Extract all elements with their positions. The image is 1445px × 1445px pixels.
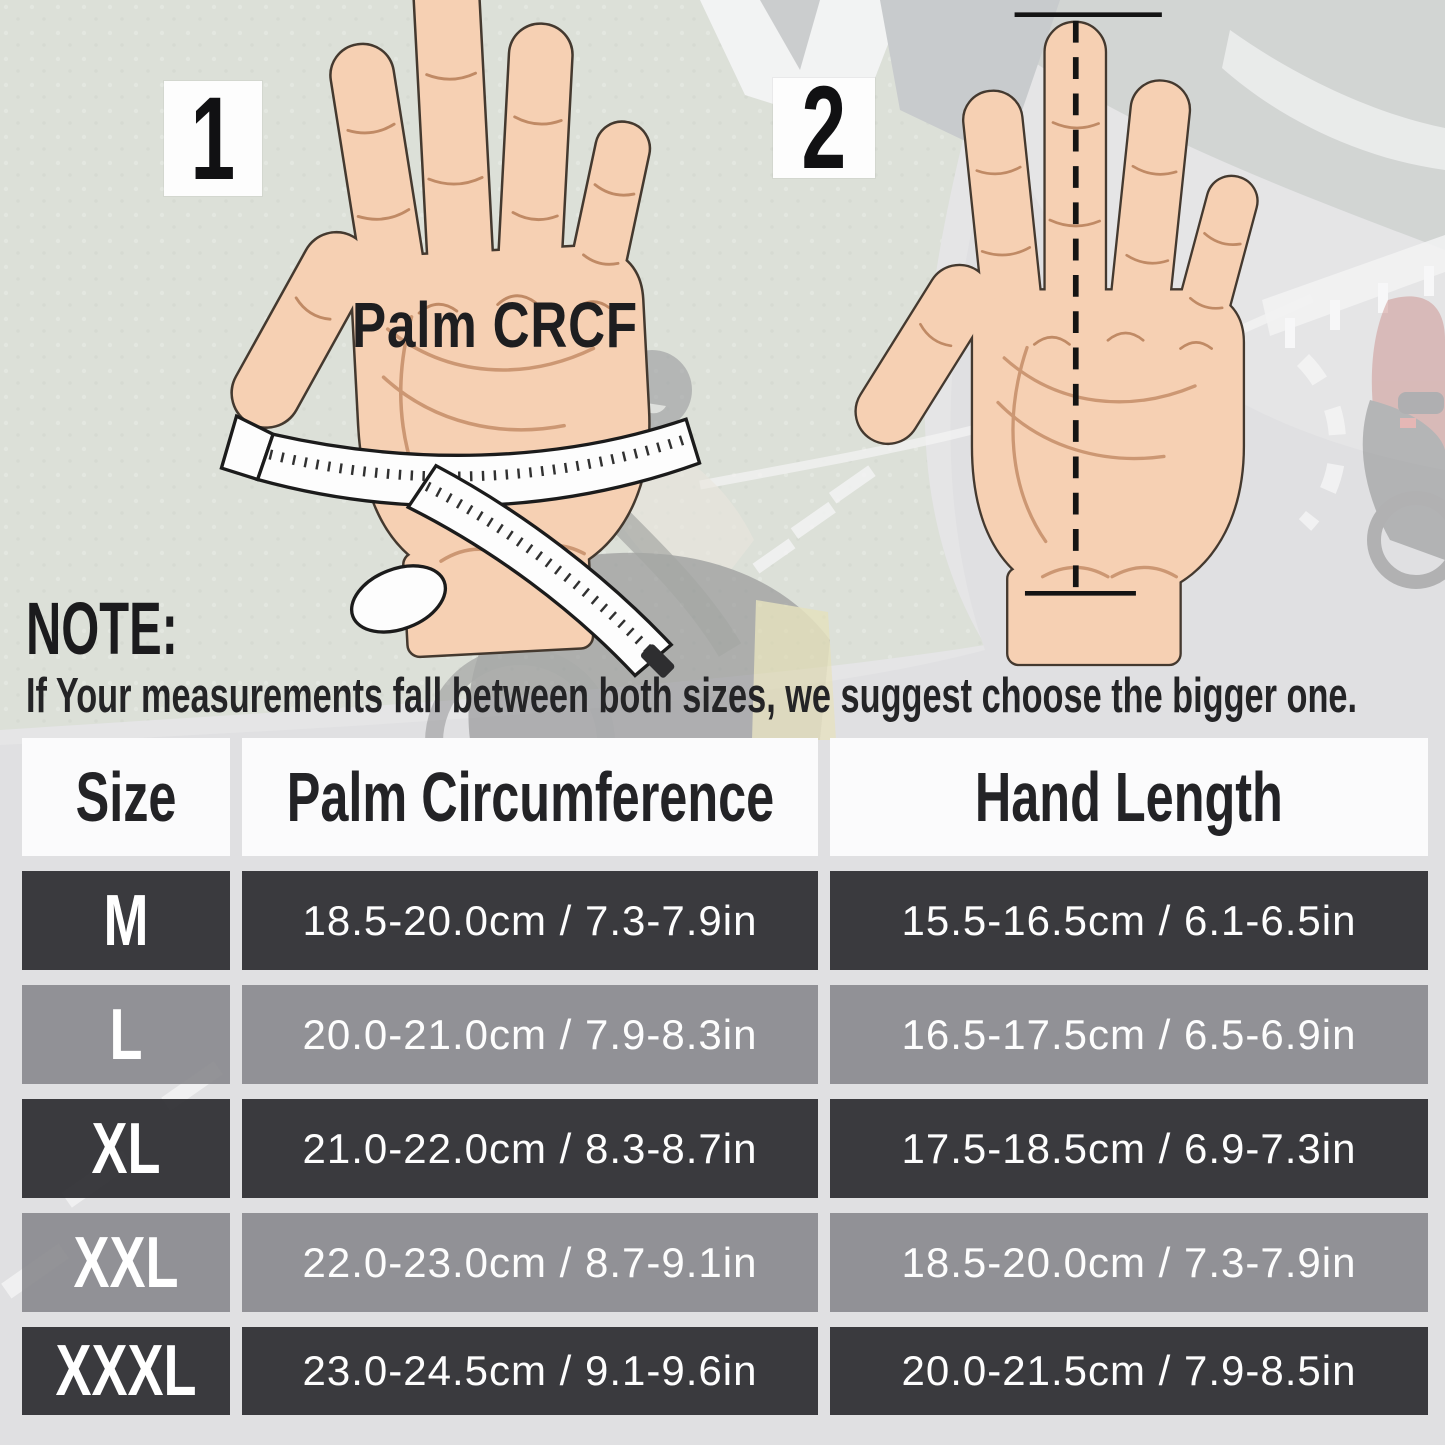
hand-cell-l: 16.5-17.5cm / 6.5-6.9in [830, 985, 1428, 1084]
palm-cell-xxxl: 23.0-24.5cm / 9.1-9.6in [242, 1327, 818, 1415]
palm-crcf-caption: Palm CRCF [352, 289, 638, 361]
hand-cell-xxxl: 20.0-21.5cm / 7.9-8.5in [830, 1327, 1428, 1415]
palm-lines [996, 345, 1197, 579]
hand-cell-xl: 17.5-18.5cm / 6.9-7.3in [830, 1099, 1428, 1198]
step-2-badge: 2 [773, 69, 875, 187]
column-header-hand-length: Hand Length [830, 738, 1428, 856]
hand-cell-m: 15.5-16.5cm / 6.1-6.5in [830, 871, 1428, 970]
finger-creases [919, 121, 1242, 350]
palm-cell-m: 18.5-20.0cm / 7.3-7.9in [242, 871, 818, 970]
finger-creases [294, 71, 636, 321]
column-header-palm-circumference: Palm Circumference [242, 738, 818, 856]
note-heading: NOTE: [26, 587, 178, 670]
palm-cell-l: 20.0-21.0cm / 7.9-8.3in [242, 985, 818, 1084]
size-cell-xxxl: XXXL [22, 1327, 230, 1415]
second-rider-silhouette [1362, 296, 1445, 589]
size-chart-table: Size Palm Circumference Hand Length M 18… [22, 738, 1428, 1415]
size-cell-l: L [22, 985, 230, 1084]
hand-length-hand-illustration [830, 12, 1390, 664]
hand-cell-xxl: 18.5-20.0cm / 7.3-7.9in [830, 1213, 1428, 1312]
palm-cell-xxl: 22.0-23.0cm / 8.7-9.1in [242, 1213, 818, 1312]
step-1-number: 1 [190, 72, 236, 205]
hand-length-measure-lines [1014, 12, 1162, 596]
step-2-number: 2 [801, 62, 847, 194]
size-cell-xl: XL [22, 1099, 230, 1198]
step-1-badge: 1 [164, 72, 262, 205]
palm-cell-xl: 21.0-22.0cm / 8.3-8.7in [242, 1099, 818, 1198]
palm-circumference-hand-illustration [200, 0, 702, 678]
measuring-tape-illustration [219, 413, 702, 678]
size-cell-xxl: XXL [22, 1213, 230, 1312]
note-body: If Your measurements fall between both s… [26, 669, 1358, 723]
size-cell-m: M [22, 871, 230, 970]
column-header-size: Size [22, 738, 230, 856]
